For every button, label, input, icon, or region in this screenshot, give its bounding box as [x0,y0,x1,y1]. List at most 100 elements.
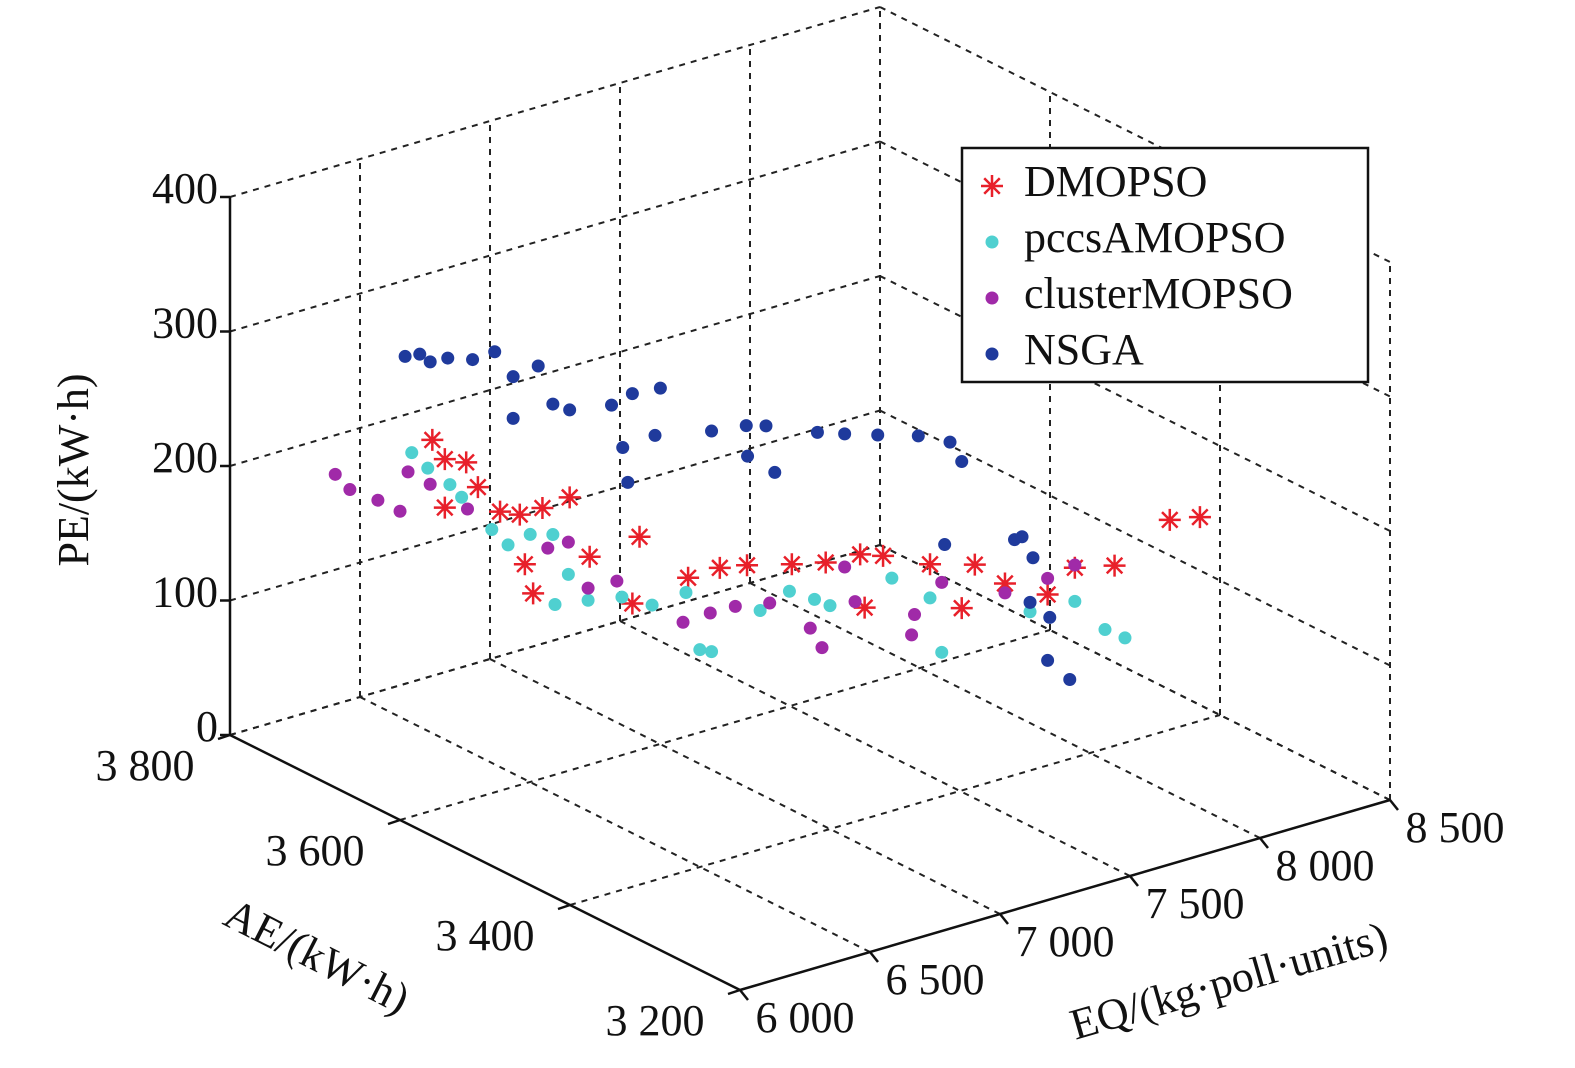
dot-point [581,593,595,607]
dot-point [935,575,949,589]
grid-line [569,714,1221,906]
star-point [736,554,759,577]
dot-point [393,504,407,518]
z-tick-label: 200 [152,433,218,482]
dot-point [1043,610,1057,624]
dot-point [443,478,457,492]
grid-line [229,140,881,333]
dot-point [423,355,437,369]
star-point [853,596,876,619]
dot-point [485,523,499,537]
dot-point [1015,530,1029,544]
dot-point [501,538,515,552]
x-tick [1259,837,1269,849]
grid-line [229,544,881,736]
dot-point [905,628,919,642]
star-point [466,476,489,499]
dot-point [653,381,667,395]
z-axis-label: PE/(kW·h) [49,373,98,566]
y-tick [557,903,571,911]
dot-point [398,349,412,363]
star-point [1036,583,1059,606]
grid-line [229,6,881,198]
star-point [950,597,973,620]
z-tick-label: 0 [196,702,218,751]
dot-point [985,235,999,249]
grid-line [489,658,1001,915]
dot-point [423,477,437,491]
dot-point [1041,571,1055,585]
dot-point [753,604,767,618]
dot-point [548,598,562,612]
star-point [849,543,872,566]
grid-line [879,544,1391,801]
star-point [708,556,731,579]
dot-point [676,615,690,629]
dot-point [615,590,629,604]
star-point [1158,508,1181,531]
dot-point [703,606,717,620]
dot-point [810,425,824,439]
y-axis [229,733,741,992]
y-axis-label: AE/(kW·h) [217,889,418,1024]
dot-point [648,428,662,442]
dot-point [1026,551,1040,565]
dot-point [908,608,922,622]
x-tick [1389,799,1399,811]
dot-point [506,370,520,384]
dot-point [645,598,659,612]
dot-point [541,541,555,555]
star-point [578,545,601,568]
dot-point [343,483,357,497]
dot-point [1068,594,1082,608]
y-tick [727,988,741,996]
z-tick-label: 300 [152,299,218,348]
dot-point [823,599,837,613]
star-point [433,496,456,519]
star-point [963,553,986,576]
dot-point [679,586,693,600]
star-point [522,582,545,605]
dot-point [1118,631,1132,645]
dot-point [488,345,502,359]
x-tick-label: 6 000 [756,993,855,1042]
star-point [872,544,895,567]
star-point [993,572,1016,595]
dot-point [506,411,520,425]
dot-point [705,645,719,659]
x-tick [739,989,749,1001]
dot-point [923,591,937,605]
legend-label: pccsAMOPSO [1024,213,1286,262]
dot-point [803,621,817,635]
dot-point [401,465,415,479]
y-tick-label: 3 200 [606,996,705,1045]
y-tick-label: 3 600 [266,826,365,875]
dot-point [441,351,455,365]
star-point [489,500,512,523]
dot-point [616,441,630,455]
dot-point [815,641,829,655]
x-tick [869,951,879,963]
dot-point [998,586,1012,600]
dot-point [625,387,639,401]
dot-point [985,347,999,361]
dot-point [741,449,755,463]
grid-line [229,275,881,467]
star-point [508,503,531,526]
x-tick-label: 7 000 [1016,917,1115,966]
x-tick-label: 7 500 [1146,879,1245,928]
dot-point [455,490,469,504]
dot-point [466,353,480,367]
grid-line [229,409,881,602]
dot-point [938,538,952,552]
y-tick-label: 3 800 [96,741,195,790]
dot-point [943,435,957,449]
star-point [455,451,478,474]
star-point [1103,554,1126,577]
dot-point [848,595,862,609]
dot-point [621,475,635,489]
dot-point [413,347,427,361]
star-point [814,551,837,574]
legend-label: clusterMOPSO [1024,269,1293,318]
